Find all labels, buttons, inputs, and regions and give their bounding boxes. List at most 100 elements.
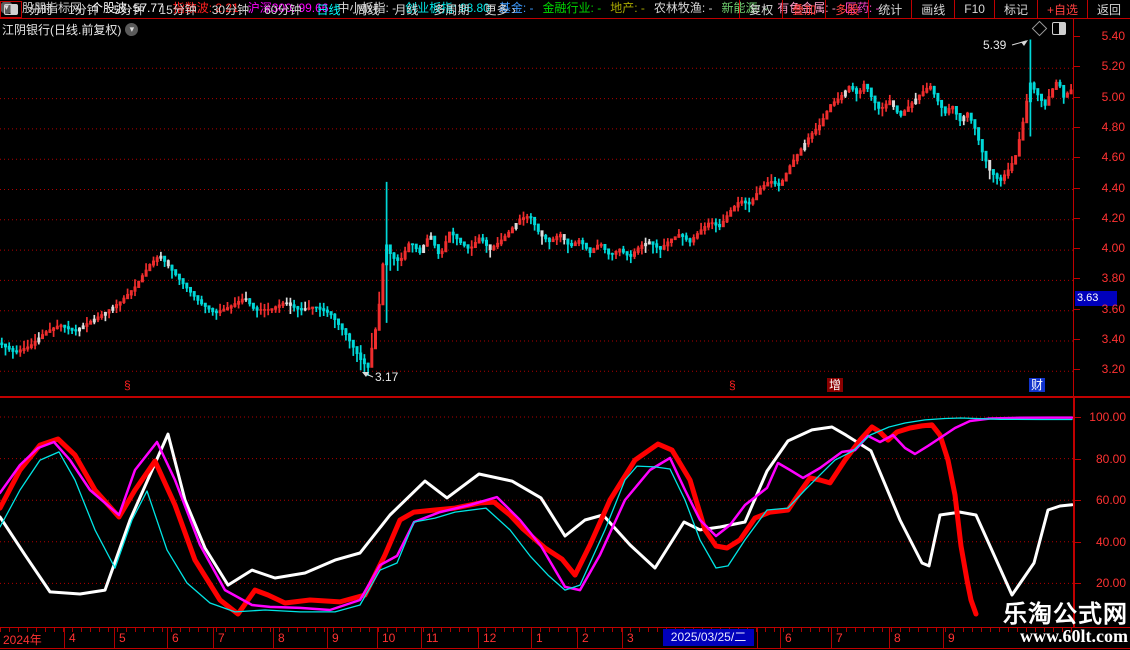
pane-divider[interactable] bbox=[0, 396, 1130, 398]
chevron-down-icon[interactable]: ▾ bbox=[125, 22, 139, 36]
action-button-叠加[interactable]: 叠加 bbox=[782, 0, 825, 18]
period-tab-多周期[interactable]: 多周期 bbox=[433, 2, 470, 17]
timeline-divider-line bbox=[943, 628, 944, 648]
timeline-divider-line bbox=[327, 628, 328, 648]
timeline-divider bbox=[0, 627, 1130, 628]
timeline-divider-line bbox=[64, 628, 65, 648]
watermark: 乐淘公式网 www.60lt.com bbox=[1003, 602, 1128, 646]
timeline-label-2: 2 bbox=[582, 631, 589, 645]
timeline-divider-line bbox=[622, 628, 623, 648]
price-axis-tick bbox=[1074, 278, 1080, 280]
period-tab-月线[interactable]: 月线 bbox=[394, 2, 419, 17]
timeline-label-5: 5 bbox=[119, 631, 126, 645]
action-button-返回[interactable]: 返回 bbox=[1086, 0, 1130, 18]
indicator-axis-tick bbox=[1075, 541, 1081, 543]
event-marker-增[interactable]: 增 bbox=[827, 378, 844, 392]
indicator-field-沪深300: 沪深300: 99.66 bbox=[247, 1, 329, 15]
period-tabs: 分时 1分钟 5分钟 15分钟 30分钟 60分钟 日线 周线 月线 多周期 更多 › bbox=[22, 1, 516, 18]
chart-corner-icons bbox=[1031, 20, 1066, 37]
period-tab-日线[interactable]: 日线 bbox=[316, 2, 341, 17]
price-axis-tick bbox=[1074, 217, 1080, 219]
action-button-复权[interactable]: 复权 bbox=[739, 0, 782, 18]
action-button-+自选[interactable]: +自选 bbox=[1036, 0, 1087, 18]
timeline-divider-line bbox=[757, 628, 758, 648]
timeline-divider-line bbox=[114, 628, 115, 648]
timeline-label-12: 12 bbox=[483, 631, 497, 645]
timeline-divider-line bbox=[167, 628, 168, 648]
period-tab-分时[interactable]: 分时 bbox=[29, 2, 54, 17]
price-axis-tick bbox=[1074, 308, 1080, 310]
watermark-site-name: 乐淘公式网 bbox=[1003, 600, 1128, 628]
timeline-label-10: 10 bbox=[382, 631, 396, 645]
indicator-axis-tick bbox=[1075, 583, 1081, 585]
chart-title: 江阴银行(日线.前复权) bbox=[2, 22, 122, 37]
period-toolbar: 分时 1分钟 5分钟 15分钟 30分钟 60分钟 日线 周线 月线 多周期 更多 › 复权 叠加 多股… bbox=[0, 0, 1130, 19]
watermark-url: www.60lt.com bbox=[1020, 626, 1128, 647]
timeline-label-4: 4 bbox=[69, 631, 76, 645]
indicator-axis-label: 60.00 bbox=[1095, 493, 1126, 508]
price-axis-tick bbox=[1074, 248, 1080, 250]
indicator-axis-label: 20.00 bbox=[1095, 576, 1126, 591]
indicator-svg bbox=[0, 416, 1073, 617]
timeline-label-9: 9 bbox=[948, 631, 955, 645]
indicator-axis: 100.00 80.00 60.00 40.00 20.00 bbox=[1073, 398, 1130, 627]
price-axis-label: 4.20 bbox=[1101, 210, 1125, 225]
event-marker-§[interactable]: § bbox=[124, 378, 131, 392]
period-tab-更多 ›[interactable]: 更多 › bbox=[484, 2, 516, 17]
period-tab-30分钟[interactable]: 30分钟 bbox=[211, 2, 250, 17]
indicator-axis-label: 40.00 bbox=[1095, 534, 1126, 549]
event-marker-财[interactable]: 财 bbox=[1029, 378, 1046, 392]
timeline-axis: 2025/03/25/二 2024年 4 5 6 7 8 9 10 11 12 1 2 3 6 7 8 9 bbox=[0, 628, 1130, 649]
timeline-label-2024年: 2024年 bbox=[3, 633, 42, 647]
timeline-label-11: 11 bbox=[426, 631, 439, 645]
indicator-field-个股波: 个股波: 57.77 bbox=[91, 1, 164, 15]
timeline-divider-line bbox=[273, 628, 274, 648]
timeline-label-1: 1 bbox=[536, 631, 543, 645]
action-button-画线[interactable]: 画线 bbox=[911, 0, 954, 18]
timeline-divider-line bbox=[780, 628, 781, 648]
cursor-price-label: 3.63 bbox=[1075, 291, 1117, 306]
price-axis-tick bbox=[1074, 36, 1080, 37]
indicator-chart[interactable] bbox=[0, 414, 1073, 627]
price-axis-label: 4.80 bbox=[1101, 119, 1125, 134]
period-tab-5分钟[interactable]: 5分钟 bbox=[113, 2, 145, 17]
action-button-F10[interactable]: F10 bbox=[954, 0, 994, 18]
timeline-divider-line bbox=[478, 628, 479, 648]
action-button-统计[interactable]: 统计 bbox=[868, 0, 911, 18]
period-tab-15分钟[interactable]: 15分钟 bbox=[159, 2, 197, 17]
indicator-field-创业板指: 创业板指: 98.80 bbox=[405, 1, 490, 15]
indicator-source: 股朋指标网 bbox=[22, 1, 83, 15]
price-axis-label: 4.00 bbox=[1101, 241, 1125, 256]
indicator-field-金融行业: 金融行业: - bbox=[542, 1, 602, 15]
price-axis-label: 5.00 bbox=[1101, 89, 1125, 104]
indicator-field-基金: 基金: - bbox=[498, 1, 534, 15]
action-button-多股[interactable]: 多股 bbox=[825, 0, 868, 18]
price-axis-label: 5.20 bbox=[1101, 59, 1125, 74]
period-tab-1分钟[interactable]: 1分钟 bbox=[68, 2, 99, 17]
price-axis-tick bbox=[1074, 126, 1080, 128]
pane-layout-icon[interactable] bbox=[1052, 22, 1066, 35]
chart-title-bar[interactable]: 江阴银行(日线.前复权) ▾ bbox=[2, 21, 139, 37]
timeline-divider-line bbox=[889, 628, 890, 648]
candlestick-chart[interactable] bbox=[0, 18, 1073, 396]
action-button-标记[interactable]: 标记 bbox=[993, 0, 1037, 18]
price-axis-tick bbox=[1074, 187, 1080, 189]
layout-toggle-button[interactable] bbox=[0, 0, 22, 18]
period-tab-60分钟[interactable]: 60分钟 bbox=[264, 2, 302, 17]
timeline-label-9: 9 bbox=[332, 631, 339, 645]
price-axis-tick bbox=[1074, 157, 1080, 159]
event-marker-§[interactable]: § bbox=[729, 378, 736, 392]
high-price-annotation: 5.39 bbox=[983, 38, 1007, 52]
diamond-marker-icon[interactable] bbox=[1031, 20, 1048, 37]
timeline-divider-line bbox=[421, 628, 422, 648]
timeline-label-8: 8 bbox=[894, 631, 901, 645]
action-buttons: 复权 叠加 多股 统计 画线 F10 标记 +自选 返回 bbox=[739, 0, 1130, 18]
indicator-field-新能源: 新能源: - bbox=[721, 1, 769, 15]
indicator-axis-label: 80.00 bbox=[1095, 451, 1126, 466]
period-tab-周线[interactable]: 周线 bbox=[355, 2, 380, 17]
indicator-field-农林牧渔: 农林牧渔: - bbox=[653, 1, 713, 15]
price-axis-tick bbox=[1074, 339, 1080, 340]
timeline-divider-line bbox=[831, 628, 832, 648]
